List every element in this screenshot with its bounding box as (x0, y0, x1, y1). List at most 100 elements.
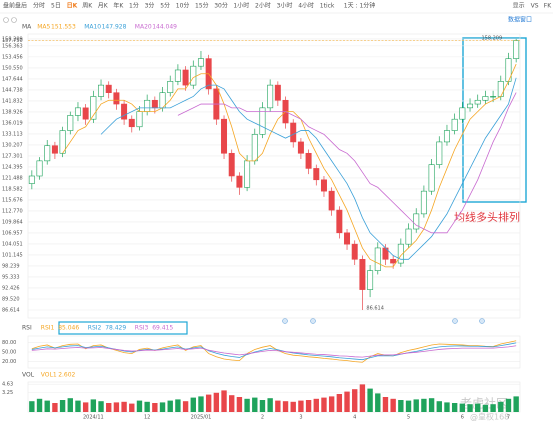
y-tick-label: 144.738 (2, 87, 23, 93)
toolbar-item[interactable]: 1tick (320, 3, 335, 10)
toolbar-item[interactable]: 年K (113, 2, 124, 10)
event-marker[interactable] (310, 318, 316, 324)
volume-bar (67, 398, 73, 412)
toolbar-item[interactable]: 2小时 (255, 2, 271, 10)
candle-body (497, 81, 504, 97)
y-tick-label: 109.864 (2, 219, 23, 225)
candle-body (336, 209, 343, 234)
data-window-button[interactable]: 数据窗口 (508, 16, 532, 24)
candle-body (28, 175, 35, 184)
toolbar-item[interactable]: 周K (82, 3, 93, 10)
candle-body (259, 107, 266, 135)
x-tick-label: 12 (144, 415, 150, 421)
volume-bar (428, 398, 435, 412)
toolbar-item[interactable]: 分时 (33, 2, 45, 10)
volume-bar (175, 399, 181, 412)
volume-bar (352, 389, 358, 412)
event-marker[interactable] (452, 318, 458, 324)
toolbar-item[interactable]: 显示 (513, 3, 525, 10)
toolbar-item[interactable]: 5日 (51, 3, 61, 10)
icon[interactable] (3, 17, 9, 23)
toolbar-item[interactable]: 1分 (129, 2, 139, 10)
candle-body (467, 103, 474, 109)
volume-bar (359, 384, 366, 412)
x-tick-label: 6 (461, 415, 464, 421)
candle-body (44, 145, 51, 162)
legend-box (58, 321, 188, 335)
candle-body (182, 69, 189, 86)
x-tick-label: 4 (353, 415, 356, 421)
panel-frame (27, 335, 521, 369)
candle-body (405, 228, 412, 245)
x-tick-label: 7 (507, 415, 510, 421)
y-tick-label: 157.750 (2, 38, 23, 44)
watermark: @皇权168 (470, 412, 509, 421)
volume-bar (321, 397, 327, 412)
candle-body (436, 141, 443, 165)
toolbar-item[interactable]: 10分 (176, 2, 190, 10)
candle-body (344, 232, 351, 245)
toolbar-item[interactable]: 4小时 (298, 2, 314, 10)
candle-body (320, 179, 327, 192)
legend-name: RSI3 (135, 325, 149, 332)
candle-body (274, 84, 281, 101)
volume-bar (398, 400, 404, 412)
volume-bar (421, 398, 427, 412)
toolbar-item[interactable]: FK (544, 3, 552, 10)
candle-body (305, 152, 312, 169)
legend-title: VOL (22, 372, 35, 379)
y-tick-label: 89.520 (2, 296, 20, 302)
toolbar-item[interactable]: 3分 (145, 2, 155, 10)
volume-bar (36, 398, 43, 412)
candle-body (474, 99, 481, 105)
toolbar-item[interactable]: 30分 (214, 2, 228, 10)
volume-bar (390, 398, 396, 412)
legend-title: MA (22, 24, 32, 31)
volume-bar (498, 401, 504, 412)
candle-body (428, 164, 435, 192)
event-marker[interactable] (479, 318, 485, 324)
legend-name: RSI2 (88, 325, 102, 332)
series-line (31, 345, 517, 358)
highlight-box (462, 37, 527, 203)
candle-body (174, 69, 181, 82)
volume-bar (221, 390, 227, 412)
volume-bar (136, 400, 143, 412)
event-marker[interactable] (282, 318, 288, 324)
volume-bar (267, 398, 273, 412)
x-tick-label: 5 (407, 415, 410, 421)
series-line (177, 92, 517, 234)
toolbar-item[interactable]: 盘前盘后 (3, 2, 27, 10)
y-tick-label: 118.582 (2, 186, 23, 192)
y-tick-label: 101.145 (2, 252, 23, 258)
candle-body (413, 213, 420, 230)
toolbar-item[interactable]: 1小时 (233, 2, 249, 10)
volume-bar (482, 404, 489, 412)
volume-bar (344, 391, 350, 412)
legend-value: 144.049 (152, 24, 177, 31)
toolbar-item[interactable]: 月K (98, 3, 109, 10)
y-tick-label: 121.488 (2, 175, 23, 181)
toolbar-item[interactable]: 1天 : 1分钟 (344, 2, 375, 10)
panel-frame (27, 33, 521, 319)
candle-body (251, 134, 258, 162)
toolbar-item[interactable]: 15分 (195, 2, 209, 10)
legend-name: RSI1 (41, 325, 55, 332)
volume-bar (236, 397, 243, 412)
toolbar-item[interactable]: VS (531, 3, 539, 10)
volume-bar (305, 400, 312, 412)
candle-body (244, 160, 251, 188)
volume-bar (405, 400, 412, 412)
toolbar-item[interactable]: 日K (67, 3, 78, 10)
candle-body (359, 259, 366, 290)
volume-bar (282, 401, 289, 412)
y-tick-label: 156.363 (2, 43, 23, 49)
candle-body (490, 96, 497, 98)
volume-bar (213, 392, 220, 412)
icon[interactable] (11, 17, 17, 23)
volume-bar (190, 397, 196, 412)
toolbar-item[interactable]: 5分 (160, 2, 170, 10)
toolbar-item[interactable]: 3小时 (277, 2, 293, 10)
y-tick-label: 20.00 (2, 359, 16, 365)
